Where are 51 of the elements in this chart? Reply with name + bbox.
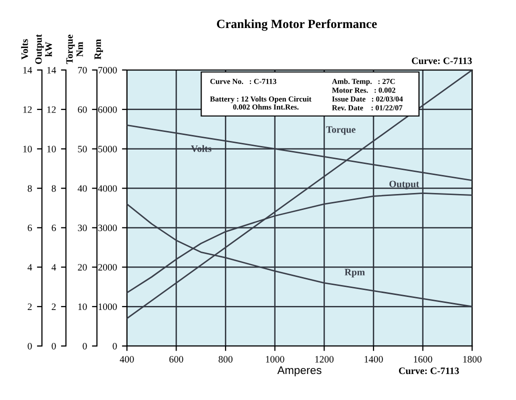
- series-label: Rpm: [344, 268, 365, 278]
- y2-tick-label: 70: [78, 66, 87, 74]
- text: 2: [28, 304, 32, 310]
- y-tick-label: 0: [112, 342, 117, 350]
- y2-tick-label: 50: [78, 146, 87, 152]
- y-tick-label: 6000: [98, 106, 117, 113]
- text: 12: [23, 106, 32, 113]
- text: 4: [28, 264, 32, 271]
- y3-tick-label: 8: [52, 185, 56, 192]
- chart-title: Cranking Motor Performance: [216, 19, 377, 31]
- text: 6: [28, 224, 32, 232]
- x-tick-label: 1400: [364, 356, 383, 363]
- y-tick-label: 5000: [98, 146, 117, 152]
- y3-tick-label: 6: [52, 224, 56, 232]
- x-axis-title: Amperes: [277, 366, 322, 376]
- x-tick-label: 1200: [315, 356, 334, 363]
- x-tick-label: 1800: [463, 356, 482, 363]
- x-tick-label: 1000: [266, 356, 284, 363]
- y-tick-label: 7000: [98, 66, 117, 74]
- y3-tick-label: 2: [52, 304, 56, 310]
- x-tick-label: 400: [120, 356, 134, 363]
- series-label: Torque: [326, 126, 356, 135]
- x-tick-label: 800: [218, 356, 232, 363]
- y3-tick-label: 4: [52, 264, 56, 271]
- text: 10: [23, 146, 32, 152]
- y3-tick-label: 0: [52, 342, 56, 350]
- y-tick-label: 2000: [98, 264, 117, 271]
- y2-tick-label: 10: [78, 303, 87, 310]
- text: Curve: C-7113: [412, 58, 472, 64]
- y-tick-label: 3000: [98, 224, 117, 232]
- text: 8: [28, 185, 32, 192]
- y2-tick-label: 0: [82, 342, 87, 350]
- text: Volts: [21, 39, 28, 60]
- text: 0: [28, 342, 32, 350]
- y2-tick-label: 20: [78, 264, 87, 271]
- text: Curve: C-7113: [398, 368, 459, 374]
- y3-tick-label: 12: [47, 106, 56, 113]
- text: 14: [23, 66, 32, 74]
- y3-tick-label: 14: [47, 66, 56, 74]
- x-tick-label: 1600: [414, 356, 432, 363]
- y2-tick-label: 40: [78, 185, 87, 192]
- y3-tick-label: 10: [47, 146, 56, 152]
- y2-tick-label: 60: [78, 106, 87, 113]
- y-tick-label: 1000: [98, 303, 117, 310]
- x-tick-label: 600: [169, 356, 184, 363]
- y3-axis-title: Output kW: [35, 34, 52, 64]
- y-tick-label: 4000: [98, 185, 117, 192]
- y2-tick-label: 30: [78, 224, 87, 232]
- y2-axis-title: Torque Nm: [66, 34, 83, 64]
- y-axis-title: Rpm: [94, 39, 103, 60]
- series-label: Output: [389, 180, 420, 190]
